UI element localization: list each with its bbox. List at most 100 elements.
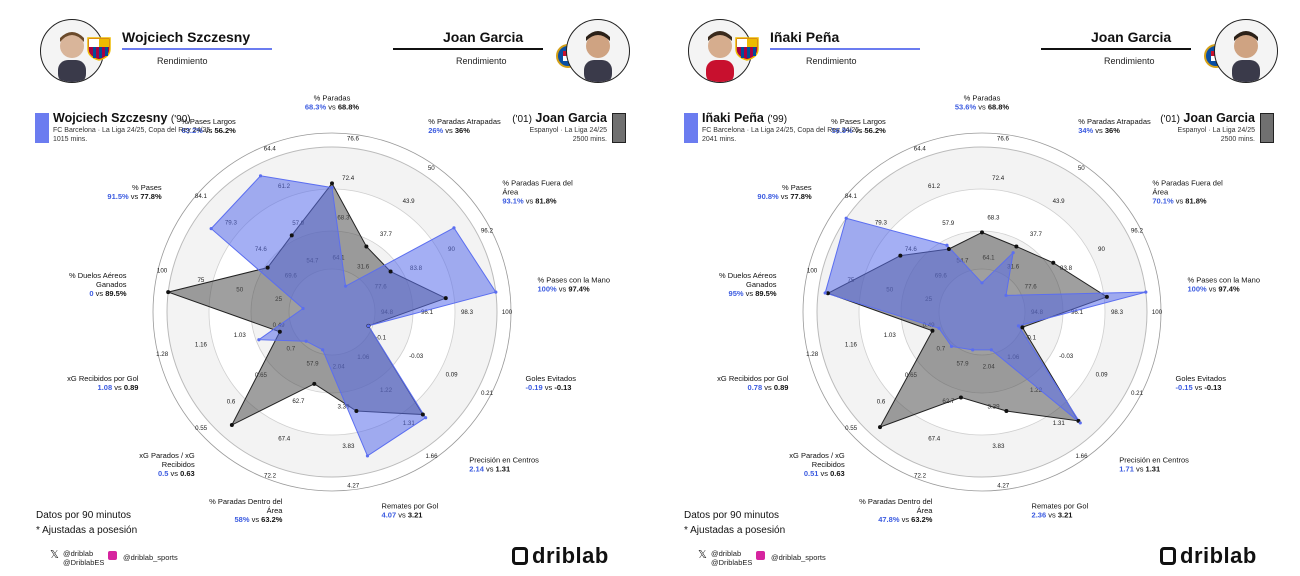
metric-values-label: 100% vs 97.4% bbox=[1187, 285, 1239, 294]
metric-name-label: % Pases con la Mano bbox=[1187, 276, 1260, 285]
instagram-handle[interactable]: @driblab_sports bbox=[771, 553, 826, 562]
series-joan-garcia-point bbox=[330, 181, 334, 186]
metric-name-label: % Pases bbox=[132, 183, 162, 192]
joan-garcia-value: 89.5% bbox=[105, 289, 127, 298]
axis-tick-label: 50 bbox=[1078, 165, 1085, 172]
driblab-logo-icon bbox=[1160, 547, 1176, 565]
metric-values-label: 1.08 vs 0.89 bbox=[98, 383, 139, 392]
axis-tick-label: 67.4 bbox=[278, 435, 291, 442]
player-value: 68.3% bbox=[305, 103, 327, 112]
metric-name-label: Recibidos bbox=[162, 460, 195, 469]
metric-values-label: 0.51 vs 0.63 bbox=[804, 469, 845, 478]
player-value: 70.1% bbox=[1152, 196, 1174, 205]
series-player-point bbox=[1144, 290, 1148, 294]
series-player-point bbox=[1011, 251, 1015, 255]
metric-name-label: Ganados bbox=[746, 280, 777, 289]
metric-name-label: % Paradas Atrapadas bbox=[1078, 117, 1151, 126]
metric-name-label: Remates por Gol bbox=[382, 501, 439, 510]
player-value: 0.78 bbox=[748, 383, 763, 392]
player-value: 58% bbox=[234, 515, 249, 524]
series-joan-garcia-point bbox=[878, 425, 883, 430]
vs-word: vs bbox=[112, 383, 124, 392]
axis-tick-label: 3.83 bbox=[992, 443, 1005, 450]
player-value: -0.19 bbox=[526, 383, 543, 392]
x-twitter-icon: 𝕏 bbox=[698, 549, 707, 561]
metric-values-label: 53.6% vs 68.8% bbox=[955, 103, 1010, 112]
vs-word: vs bbox=[326, 103, 338, 112]
series-joan-garcia-point bbox=[980, 230, 984, 235]
axis-tick-label: 0.55 bbox=[195, 425, 208, 432]
series-joan-garcia-point bbox=[277, 329, 282, 334]
metric-values-label: 90.8% vs 77.8% bbox=[757, 192, 812, 201]
axis-tick-label: -0.1 bbox=[375, 335, 386, 342]
vs-word: vs bbox=[1174, 196, 1186, 205]
series-joan-garcia-point bbox=[388, 269, 393, 274]
vs-word: vs bbox=[1193, 383, 1205, 392]
joan-garcia-value: 63.2% bbox=[261, 515, 283, 524]
series-player-point bbox=[971, 348, 975, 352]
footnote-per90: Datos por 90 minutos bbox=[36, 510, 132, 521]
joan-garcia-value: 0.89 bbox=[124, 383, 139, 392]
vs-word: vs bbox=[1093, 126, 1105, 135]
axis-tick-label: 1.28 bbox=[156, 351, 169, 358]
series-joan-garcia-point bbox=[1004, 409, 1009, 414]
series-joan-garcia-point bbox=[930, 328, 935, 333]
metric-name-label: % Paradas Fuera del bbox=[1152, 178, 1223, 187]
axis-tick-label: 0.6 bbox=[227, 399, 236, 406]
left-player-subtitle: Rendimiento bbox=[157, 56, 208, 66]
axis-tick-label: 0.21 bbox=[1131, 390, 1144, 397]
metric-name-label: % Pases bbox=[782, 183, 812, 192]
metric-name-label: % Duelos Aéreos bbox=[719, 271, 777, 280]
comparison-panel-1: 64.168.372.476.631.637.743.95077.683.890… bbox=[35, 19, 630, 568]
player-value: 0.5 bbox=[158, 469, 168, 478]
series-player-point bbox=[937, 326, 941, 330]
metric-values-label: 56.9% vs 56.2% bbox=[832, 126, 887, 135]
legend-right-competitions: Espanyol · La Liga 24/25 bbox=[1177, 127, 1255, 134]
axis-tick-label: 0.21 bbox=[481, 390, 494, 397]
metric-name-label: % Paradas bbox=[964, 94, 1001, 103]
metric-name-label: Precisión en Centros bbox=[469, 455, 539, 464]
series-joan-garcia-point bbox=[166, 290, 171, 295]
radar-frame-ring bbox=[152, 132, 512, 492]
comparison-panel-2: 64.168.372.476.631.637.743.95077.683.890… bbox=[650, 0, 1300, 576]
metric-name-label: % Paradas Fuera del bbox=[502, 178, 573, 187]
metric-values-label: 63.2% vs 56.2% bbox=[182, 126, 237, 135]
axis-tick-label: 76.6 bbox=[347, 135, 360, 142]
right-player-name: Joan Garcia bbox=[443, 29, 524, 45]
series-player-point bbox=[844, 216, 848, 220]
joan-garcia-value: 0.63 bbox=[180, 469, 195, 478]
twitter-handles[interactable]: @driblab @DriblabES bbox=[63, 549, 105, 567]
instagram-handle[interactable]: @driblab_sports bbox=[123, 553, 178, 562]
right-player-subtitle: Rendimiento bbox=[456, 56, 507, 66]
player-value: 100% bbox=[537, 285, 557, 294]
metric-values-label: 70.1% vs 81.8% bbox=[1152, 196, 1207, 205]
series-player-point bbox=[989, 348, 993, 352]
footnote-possession: * Ajustadas a posesión bbox=[684, 525, 786, 536]
player-value: 2.14 bbox=[469, 464, 484, 473]
joan-garcia-value: 1.31 bbox=[496, 464, 511, 473]
axis-tick-label: -0.03 bbox=[409, 353, 424, 360]
series-player-area bbox=[210, 175, 497, 457]
axis-tick-label: 98.3 bbox=[461, 309, 474, 316]
twitter-handles[interactable]: @driblab @DriblabES bbox=[711, 549, 753, 567]
driblab-brand: driblab bbox=[532, 543, 609, 568]
legend-left-minutes: 1015 mins. bbox=[53, 136, 88, 143]
left-player-underline bbox=[122, 48, 272, 50]
metric-name-label: Goles Evitados bbox=[1176, 374, 1227, 383]
vs-word: vs bbox=[94, 289, 106, 298]
series-player-point bbox=[301, 306, 305, 311]
player-value: 34% bbox=[1078, 126, 1093, 135]
vs-word: vs bbox=[557, 285, 569, 294]
metric-values-label: 2.36 vs 3.21 bbox=[1032, 510, 1073, 519]
axis-tick-label: 3.83 bbox=[342, 443, 355, 450]
x-twitter-icon: 𝕏 bbox=[50, 549, 59, 561]
metric-values-label: -0.19 vs -0.13 bbox=[526, 383, 572, 392]
metric-values-label: 47.8% vs 63.2% bbox=[878, 515, 933, 524]
axis-tick-label: 72.4 bbox=[342, 175, 355, 182]
joan-garcia-value: 3.21 bbox=[1058, 510, 1073, 519]
axis-tick-label: 100 bbox=[157, 267, 168, 274]
metric-name-label: % Pases Largos bbox=[181, 117, 236, 126]
legend-swatch-left bbox=[35, 113, 49, 143]
axis-tick-label: 67.4 bbox=[928, 435, 941, 442]
metric-name-label: xG Parados / xG bbox=[789, 451, 845, 460]
